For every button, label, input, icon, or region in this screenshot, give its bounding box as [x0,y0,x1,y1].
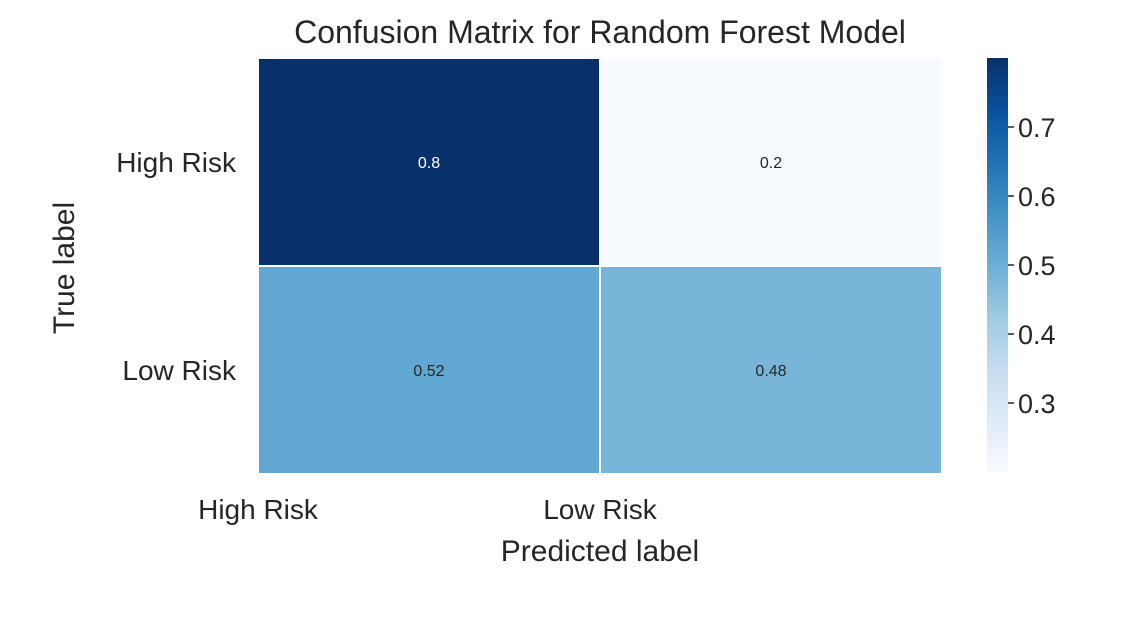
chart-title: Confusion Matrix for Random Forest Model [294,14,906,50]
x-tick-label-0: High Risk [198,494,319,525]
y-tick-label-0: High Risk [116,147,237,178]
heatmap-cell-label-r0-c1: 0.2 [760,155,782,172]
heatmap-cell-r0-c1 [599,57,943,267]
heatmap-cell-r1-c1 [599,265,943,475]
y-axis-ticks: High Risk Low Risk [116,147,237,386]
heatmap-cells [257,57,943,475]
heatmap-cell-r1-c0 [257,265,601,475]
y-axis-label: True label [48,202,81,334]
x-axis-label: Predicted label [501,535,699,568]
heatmap-cell-label-r0-c0: 0.8 [418,155,440,172]
colorbar-tick-label-2: 0.5 [1018,251,1056,281]
colorbar-tick-label-4: 0.7 [1018,113,1056,143]
y-tick-label-1: Low Risk [122,355,237,386]
heatmap-cell-labels: 0.8 0.2 0.52 0.48 [413,155,786,380]
colorbar-tick-label-0: 0.3 [1018,389,1056,419]
x-tick-label-1: Low Risk [543,494,658,525]
heatmap-cell-label-r1-c1: 0.48 [755,363,786,380]
heatmap-cell-label-r1-c0: 0.52 [413,363,444,380]
heatmap-cell-r0-c0 [257,57,601,267]
x-axis-ticks: High Risk Low Risk [198,494,658,525]
colorbar [987,58,1008,472]
colorbar-tick-label-1: 0.4 [1018,320,1056,350]
colorbar-ticks: 0.3 0.4 0.5 0.6 0.7 [1008,113,1056,419]
colorbar-tick-label-3: 0.6 [1018,182,1056,212]
